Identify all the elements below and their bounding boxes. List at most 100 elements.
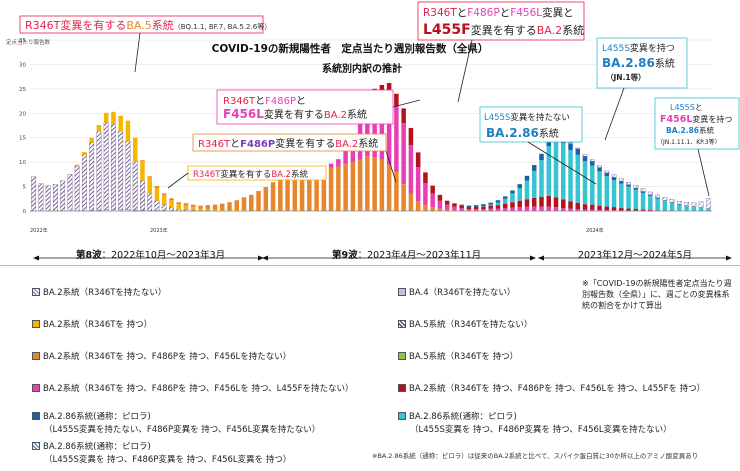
bar-segment-s_l455f: [590, 205, 595, 210]
legend-sub-ba286-no-l455s: （L455S変異を持たない、F486P変異を 持つ、F456L変異を持たない）: [44, 423, 320, 435]
callout-1-sub: （BQ.1.1, BF.7, BA.5.2.6等）: [174, 22, 271, 31]
bar-segment-s_l455f: [626, 209, 631, 211]
legend-swatch: [32, 384, 40, 392]
callout-4-part-4: BA.2: [335, 139, 358, 150]
bar-segment-s_l455f: [583, 204, 588, 209]
bar-segment-s_kp3: [619, 179, 624, 181]
bar-segment-s_f486: [416, 201, 421, 211]
bar-segment-s_ba2r: [104, 113, 109, 123]
bar-segment-s_kp3: [663, 197, 668, 200]
bar-segment-s_f486: [387, 165, 392, 211]
bar-segment-s_ba286: [459, 205, 464, 206]
wave-latest-period: 2023年12月～2024年5月: [578, 250, 692, 261]
svg-text:BA.2.86系統: BA.2.86系統: [666, 125, 715, 135]
y-axis-label: 定点当たり報告数: [6, 38, 51, 46]
legend-item-ba286-no-l455s: BA.2.86系統(通称：ピロラ): [32, 410, 151, 422]
bar-segment-s_f486: [162, 193, 167, 195]
bar-segment-s_l455f: [474, 207, 479, 209]
bar-segment-s_f486: [430, 207, 435, 211]
bar-segment-s_jn1: [619, 184, 624, 208]
legend-swatch: [398, 384, 406, 392]
legend-swatch: [398, 288, 406, 296]
legend-label: BA.5系統（R346Tを 持つ）: [409, 352, 518, 362]
legend-label: BA.2系統（R346Tを 持つ、F486Pを 持つ、F456Lを 持つ、L45…: [409, 384, 705, 394]
bar-segment-s_f486: [336, 167, 341, 211]
legend-swatch: [32, 442, 40, 450]
bar-segment-s_jn1: [488, 205, 493, 206]
callout-2-line2-1: 変異を有する: [471, 23, 537, 37]
bar-segment-s_ba5: [39, 184, 44, 211]
bar-segment-s_f486: [264, 187, 269, 210]
callout-1-part-0: R346T: [25, 19, 61, 32]
bar-segment-s_f486: [235, 200, 240, 210]
bar-segment-s_kp3: [583, 155, 588, 156]
bar-segment-s_ba5: [104, 123, 109, 210]
svg-text:L455S変異を持つ: L455S変異を持つ: [602, 42, 675, 54]
bar-segment-s_l455f: [394, 94, 399, 106]
bar-segment-s_kp3: [568, 143, 573, 144]
legend-swatch: [32, 412, 40, 420]
bar-segment-s_ba286: [597, 168, 602, 172]
bar-segment-s_jn1: [670, 203, 675, 211]
footnote: ※BA.2.86系統（通称：ピロラ）は従来のBA.2系統と比べて、スパイク蛋白質…: [372, 450, 698, 460]
bar-segment-s_ba286: [481, 204, 486, 206]
bar-segment-s_ba286: [467, 206, 472, 207]
svg-text:R346TとF486PとF456L変異と: R346TとF486PとF456L変異と: [423, 6, 574, 19]
y-tick-label: 5: [23, 185, 27, 191]
bar-segment-s_f456: [496, 209, 501, 211]
legend-item-ba2-no-r346t: BA.2系統（R346Tを持たない）: [32, 286, 166, 298]
svg-text:L455F変異を有するBA.2系統: L455F変異を有するBA.2系統: [423, 22, 584, 38]
bar-segment-s_l455f: [554, 197, 559, 207]
callout-6-part-1: 変異を持たない: [510, 112, 570, 123]
year-label-2022: 2022年: [30, 227, 48, 234]
bar-segment-s_kp3: [612, 175, 617, 177]
bar-segment-s_l455f: [401, 108, 406, 123]
bar-segment-s_f456: [394, 106, 399, 172]
bar-segment-s_l455f: [416, 152, 421, 167]
legend-item-ba286-jn1: BA.2.86系統(通称：ピロラ): [398, 410, 517, 422]
bar-segment-s_ba286: [626, 185, 631, 187]
callout-8-part-1: と: [695, 103, 703, 112]
bar-segment-s_f486: [329, 168, 334, 211]
bar-segment-s_ba2r: [184, 206, 189, 210]
bar-segment-s_f456: [445, 205, 450, 210]
bar-segment-s_jn1: [626, 187, 631, 209]
legend-label: BA.2系統（R346Tを 持つ）: [43, 320, 152, 330]
callout-4-part-1: と: [230, 138, 240, 150]
callout-2-part-3: と: [500, 7, 511, 19]
bar-segment-s_kp3: [597, 166, 602, 168]
legend-swatch: [398, 320, 406, 328]
wave-9-name: 第9波: [332, 250, 358, 261]
bar-segment-s_l455f: [409, 128, 414, 145]
bar-segment-s_jn1: [597, 171, 602, 205]
bar-segment-s_l455f: [459, 206, 464, 208]
callout-3-line2-0: F456L: [223, 107, 264, 121]
legend-label: BA.2.86系統(通称：ピロラ): [43, 442, 151, 452]
callout-1-part-1: 変異を有する: [60, 18, 126, 32]
bar-segment-s_f456: [329, 164, 334, 168]
callout-2-part-5: 変異と: [542, 6, 574, 19]
bar-segment-s_f456: [481, 209, 486, 210]
bar-segment-s_f486: [213, 205, 218, 210]
bar-segment-s_kp3: [706, 199, 711, 209]
bar-segment-s_f486: [206, 205, 211, 209]
bar-segment-s_ba286: [641, 191, 646, 192]
bar-segment-s_kp3: [626, 182, 631, 184]
bar-segment-s_ba286: [583, 156, 588, 161]
method-note: ※「COVID-19の新規陽性者定点当たり週別報告数（全県）」に、週ごとの変異株…: [582, 278, 732, 311]
bar-segment-s_kp3: [670, 199, 675, 202]
bar-segment-s_kp3: [699, 202, 704, 208]
bar-segment-s_f456: [459, 208, 464, 210]
bar-segment-s_kp3: [677, 201, 682, 204]
bar-segment-s_f456: [510, 208, 514, 211]
wave-8-name: 第8波: [76, 250, 102, 261]
bar-segment-s_ba2r: [89, 138, 94, 143]
bar-segment-s_ba286: [503, 196, 508, 198]
y-tick-label: 15: [19, 136, 26, 142]
legend-label: BA.2系統（R346Tを持たない）: [43, 288, 166, 298]
bar-segment-s_ba286: [576, 149, 581, 155]
callout-5-part-0: R346T: [193, 170, 221, 180]
bar-segment-s_l455f: [532, 198, 537, 207]
bar-segment-s_ba2r: [111, 112, 116, 124]
bar-segment-s_l455f: [634, 209, 639, 210]
